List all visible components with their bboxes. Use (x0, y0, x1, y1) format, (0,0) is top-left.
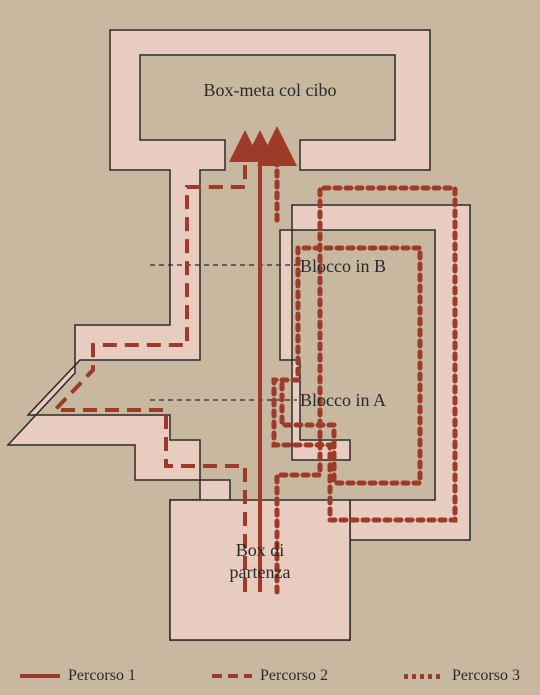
label-blocco-b: Blocco in B (300, 256, 386, 278)
legend-item-1: Percorso 1 (20, 667, 136, 685)
label-box-partenza: Box di partenza (200, 540, 320, 583)
legend-item-2: Percorso 2 (212, 667, 328, 685)
legend-item-3: Percorso 3 (404, 667, 520, 685)
legend-swatch-3 (404, 674, 444, 679)
label-box-meta: Box-meta col cibo (170, 80, 370, 102)
legend-swatch-1 (20, 674, 60, 678)
maze-diagram: Box-meta col cibo Blocco in B Blocco in … (0, 0, 540, 695)
legend-label-1: Percorso 1 (68, 667, 136, 685)
label-blocco-a: Blocco in A (300, 390, 386, 412)
label-box-partenza-l1: Box di (236, 540, 285, 560)
legend-label-3: Percorso 3 (452, 667, 520, 685)
legend-label-2: Percorso 2 (260, 667, 328, 685)
label-box-partenza-l2: partenza (230, 562, 291, 582)
legend: Percorso 1 Percorso 2 Percorso 3 (20, 667, 520, 685)
legend-swatch-2 (212, 674, 252, 678)
